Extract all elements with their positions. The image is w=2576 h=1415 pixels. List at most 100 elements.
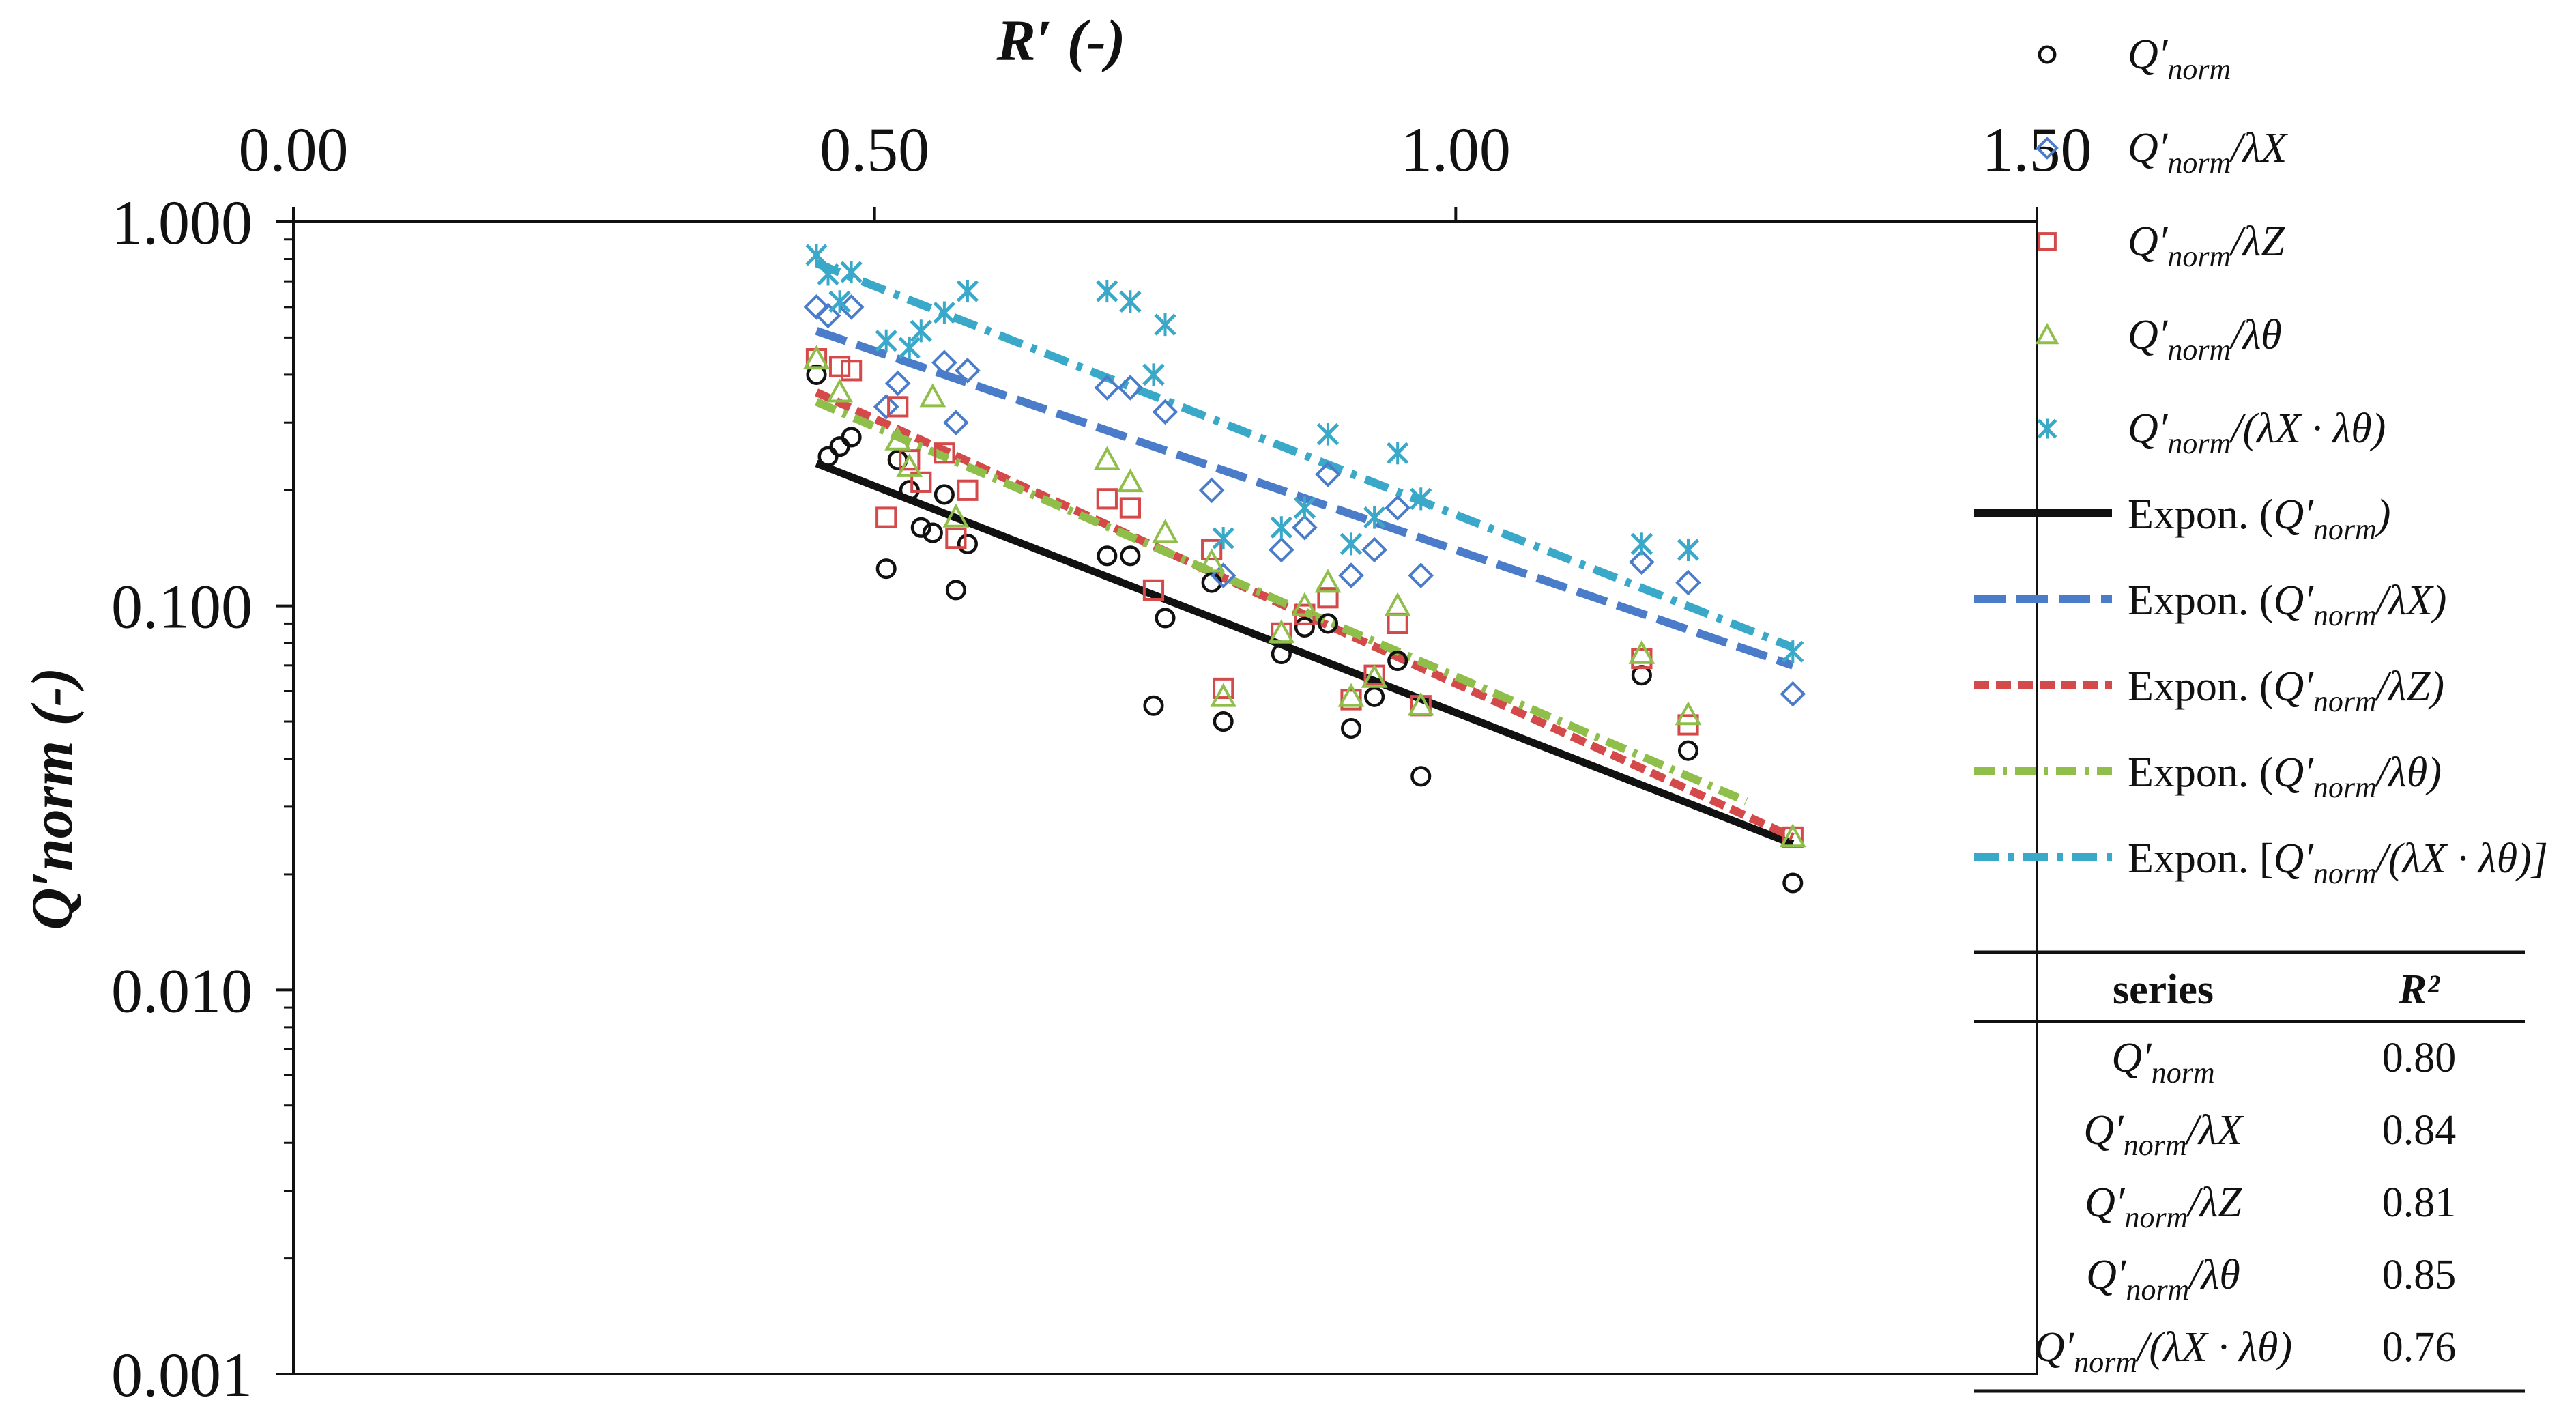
legend-label-tail: /λX xyxy=(2229,125,2288,171)
data-point xyxy=(1154,313,1176,337)
table-cell-series: Q′norm/λX xyxy=(2083,1107,2244,1162)
data-point xyxy=(945,527,967,549)
data-point xyxy=(1630,532,1653,556)
table-row: Q′norm/λθ 0.85 xyxy=(2086,1252,2456,1306)
legend-label-tail: /λZ xyxy=(2229,218,2285,265)
plot-area xyxy=(292,220,2038,1375)
data-point xyxy=(2037,418,2057,439)
legend-label: Q′norm/λθ xyxy=(2128,312,2282,367)
r2-table: series R²Q′norm 0.80Q′norm/λX 0.84Q′norm/λZ… xyxy=(1974,950,2525,1393)
data-point xyxy=(1142,363,1165,386)
data-point xyxy=(873,394,899,420)
data-point xyxy=(826,378,853,403)
data-point xyxy=(1629,549,1655,575)
legend-label-prefix: Expon. ( xyxy=(2128,749,2274,796)
table-cell-series: Q′norm xyxy=(2111,1035,2214,1089)
x-tick-label: 1.00 xyxy=(1401,115,1511,184)
legend-label-main: Q′ xyxy=(2274,491,2315,538)
table-cell-sub: norm xyxy=(2126,1273,2189,1306)
y-axis-title: Q′norm (-) xyxy=(19,668,85,930)
data-point xyxy=(841,360,863,382)
legend-label-main: Q′ xyxy=(2128,125,2169,171)
y-tick-label: 0.100 xyxy=(111,572,252,642)
data-point xyxy=(1340,689,1362,711)
legend-label-sub: norm xyxy=(2313,599,2377,632)
table-cell-sub: norm xyxy=(2124,1201,2188,1234)
legend-label: Q′norm/λX xyxy=(2128,125,2288,180)
data-point xyxy=(1677,740,1699,761)
data-point xyxy=(1407,691,1434,716)
legend-label-sub: norm xyxy=(2167,146,2231,180)
table-cell-r2: 0.76 xyxy=(2382,1324,2457,1371)
data-point xyxy=(1780,681,1806,707)
legend-label: Q′norm/λZ xyxy=(2128,218,2285,273)
data-point xyxy=(1119,497,1142,519)
fit-line xyxy=(815,459,1795,848)
data-point xyxy=(875,558,897,580)
data-point xyxy=(1094,375,1120,401)
data-point xyxy=(2035,322,2059,345)
data-point xyxy=(1096,279,1118,303)
markers xyxy=(803,243,1806,894)
data-point xyxy=(1410,766,1432,787)
data-point xyxy=(828,290,851,313)
table-cell-main: Q′ xyxy=(2034,1324,2075,1371)
legend-label: Expon. (Q′norm/λX) xyxy=(2128,577,2446,632)
table-header-r2: R² xyxy=(2398,967,2440,1013)
legend-label-sub: norm xyxy=(2167,427,2231,460)
data-point xyxy=(1213,677,1234,700)
legend-label-sub: norm xyxy=(2167,240,2231,273)
data-point xyxy=(898,336,921,360)
data-point xyxy=(1779,823,1806,848)
data-point xyxy=(931,349,957,376)
plot-frame xyxy=(292,220,2038,1375)
legend-label-sub: norm xyxy=(2313,685,2377,718)
data-point xyxy=(945,580,966,601)
legend-label-tail: ) xyxy=(2375,491,2391,538)
data-point xyxy=(934,442,955,464)
data-point xyxy=(803,294,830,320)
data-point xyxy=(1143,695,1164,716)
data-point xyxy=(899,449,921,471)
data-point xyxy=(805,243,828,267)
data-point xyxy=(815,302,841,329)
data-point xyxy=(1270,516,1293,539)
data-point xyxy=(817,263,839,286)
legend-item: Q′norm/λZ xyxy=(2038,218,2285,273)
data-point xyxy=(1097,545,1118,567)
legend-item: Q′norm xyxy=(2038,31,2231,86)
table-cell-sub: norm xyxy=(2152,1056,2215,1089)
data-point xyxy=(2036,137,2059,160)
x-tick-label: 0.00 xyxy=(239,115,349,184)
legend-label-tail: /(λX · λθ) xyxy=(2229,405,2386,452)
legend-label-main: Q′ xyxy=(2274,835,2315,882)
data-point xyxy=(934,484,955,505)
data-point xyxy=(1142,579,1165,601)
data-point xyxy=(943,410,969,436)
data-point xyxy=(840,261,863,284)
table-cell-sub: norm xyxy=(2074,1345,2137,1379)
data-point xyxy=(910,319,932,343)
data-point xyxy=(1117,468,1144,493)
data-point xyxy=(829,436,850,457)
table-cell-tail: /λZ xyxy=(2186,1180,2242,1226)
legend-label: Q′norm xyxy=(2128,31,2231,86)
legend-item: Q′norm/λX xyxy=(2036,125,2288,180)
data-point xyxy=(828,356,851,377)
x-axis-title-text: R′ (-) xyxy=(996,8,1126,73)
data-point xyxy=(1271,643,1292,665)
data-point xyxy=(1631,665,1652,686)
legend-item: Expon. [Q′norm/(λX · λθ)] xyxy=(1974,835,2548,890)
data-point xyxy=(884,370,911,397)
data-point xyxy=(1340,532,1363,556)
data-point xyxy=(875,506,897,528)
y-tick-label: 0.001 xyxy=(111,1340,252,1410)
table-row: Q′norm 0.80 xyxy=(2111,1035,2456,1089)
table-cell-tail: /λX xyxy=(2185,1107,2244,1154)
data-point xyxy=(1385,495,1410,521)
data-point xyxy=(1675,569,1701,596)
data-point xyxy=(1210,683,1237,707)
data-point xyxy=(887,396,909,418)
data-point xyxy=(1152,399,1178,425)
